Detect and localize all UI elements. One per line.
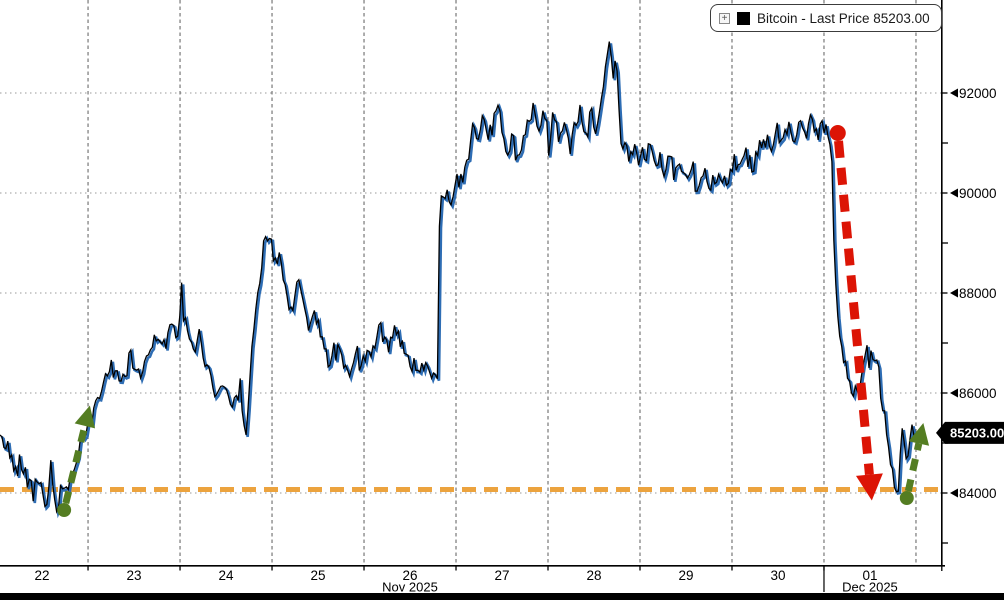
legend-box[interactable]: + Bitcoin - Last Price 85203.00 bbox=[710, 4, 942, 32]
y-tick-arrow-icon bbox=[950, 488, 958, 498]
legend-expand-icon[interactable]: + bbox=[719, 12, 730, 24]
rebound-arrow-dec01-shaft bbox=[904, 442, 923, 492]
rebound-arrow-nov22-shaft bbox=[62, 425, 89, 505]
x-axis-month-label-nov-2025: Nov 2025 bbox=[382, 580, 438, 595]
x-axis-day-label-30: 30 bbox=[770, 568, 785, 583]
price-line-shadow bbox=[0, 43, 921, 519]
y-axis-label-92000: 92000 bbox=[959, 86, 997, 101]
crash-arrow-head bbox=[855, 473, 883, 501]
y-axis-label-84000: 84000 bbox=[959, 486, 997, 501]
bottom-border-bar bbox=[0, 593, 1004, 600]
y-axis-label-90000: 90000 bbox=[959, 186, 997, 201]
y-tick-arrow-icon bbox=[950, 88, 958, 98]
y-tick-arrow-icon bbox=[950, 388, 958, 398]
y-tick-arrow-icon bbox=[950, 288, 958, 298]
x-axis-day-label-25: 25 bbox=[311, 568, 326, 583]
crash-arrow-shaft bbox=[834, 140, 874, 476]
x-axis-day-label-01: 01 bbox=[862, 568, 877, 583]
last-price-badge bbox=[936, 421, 1004, 444]
x-axis-day-label-29: 29 bbox=[678, 568, 693, 583]
rebound-arrow-nov22-head bbox=[74, 405, 96, 429]
last-price-badge-value: 85203.00 bbox=[950, 426, 1004, 441]
x-axis-day-label-27: 27 bbox=[494, 568, 509, 583]
x-axis-day-label-24: 24 bbox=[219, 568, 235, 583]
y-tick-arrow-icon bbox=[950, 188, 958, 198]
price-line bbox=[0, 41, 919, 515]
legend-series-label: Bitcoin - Last Price 85203.00 bbox=[757, 10, 930, 26]
rebound-arrow-nov22-dot bbox=[57, 503, 72, 517]
rebound-arrow-dec01-dot bbox=[899, 491, 914, 505]
series-swatch-icon bbox=[737, 11, 750, 25]
x-axis-month-label-dec-2025: Dec 2025 bbox=[842, 580, 898, 595]
y-axis-label-86000: 86000 bbox=[959, 386, 997, 401]
crash-arrow-dot bbox=[829, 125, 846, 141]
x-axis-day-label-23: 23 bbox=[127, 568, 142, 583]
y-axis-label-88000: 88000 bbox=[959, 286, 997, 301]
rebound-arrow-dec01-head bbox=[908, 423, 930, 446]
x-axis-day-label-28: 28 bbox=[586, 568, 601, 583]
x-axis-day-label-22: 22 bbox=[35, 568, 50, 583]
x-axis-day-label-26: 26 bbox=[402, 568, 417, 583]
